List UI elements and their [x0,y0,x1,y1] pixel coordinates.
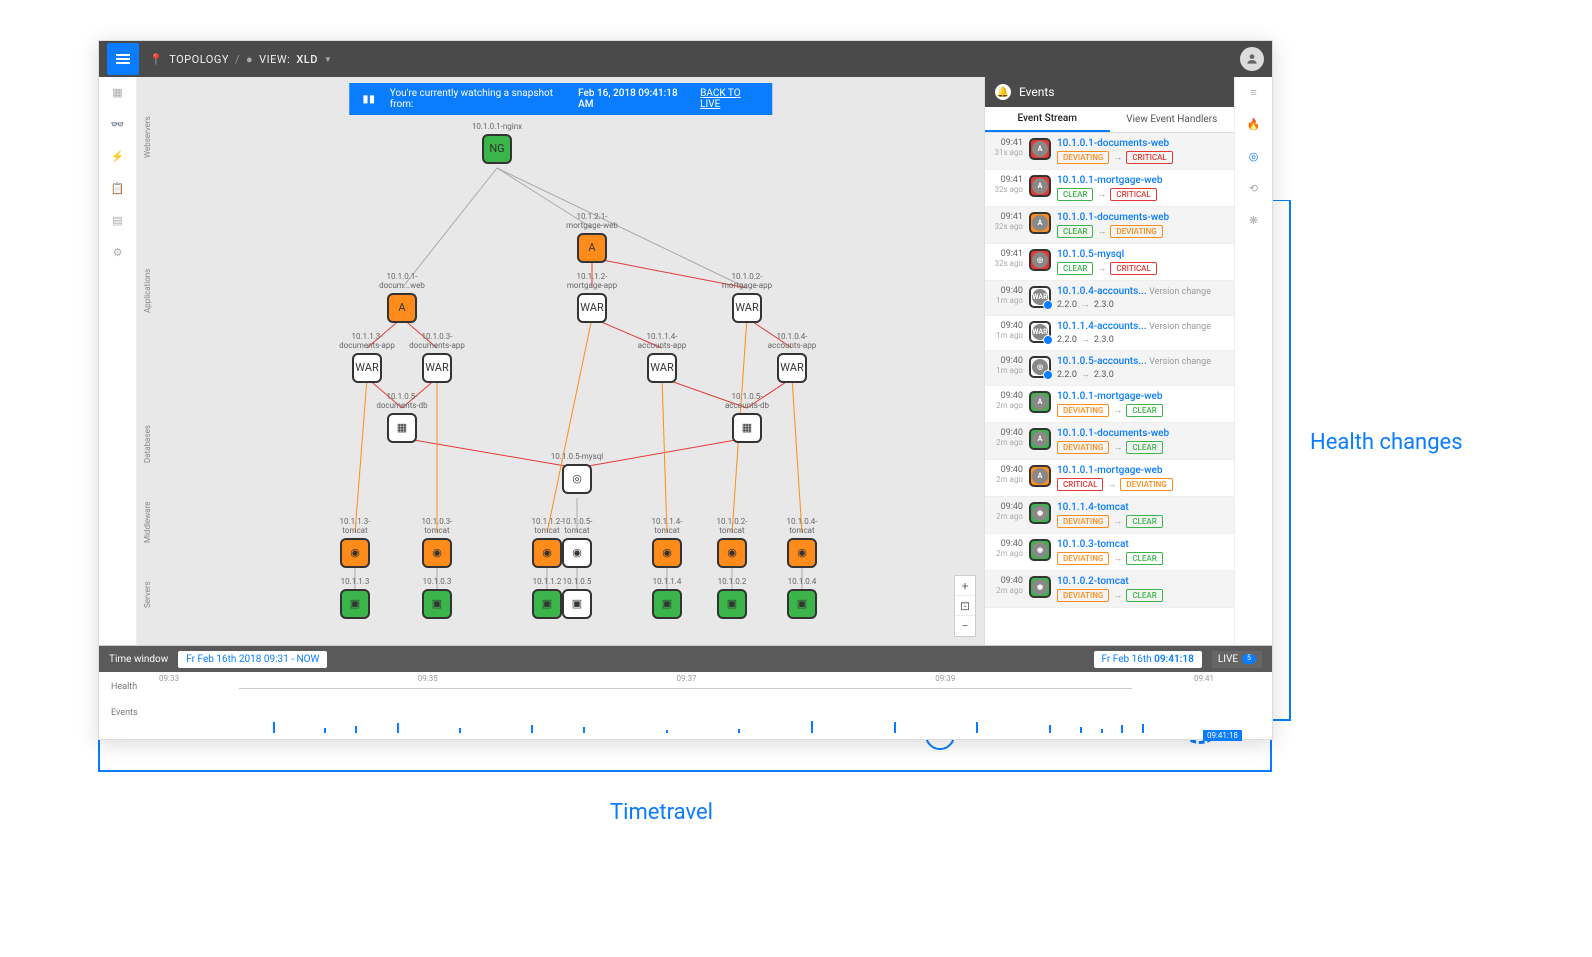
node-s7[interactable]: 10.1.0.4▣ [772,578,832,619]
layer-label: Middleware [143,502,152,543]
app-window: 📍 TOPOLOGY / ● VIEW: XLD ▼ ▦ 👓 ⚡ 📋 ▤ ⚙ [98,40,1273,740]
event-item[interactable]: 09:402m ago◉10.1.1.4-tomcatDEVIATING→CLE… [985,497,1234,534]
tl-tick: 09:39 [935,674,955,683]
event-item[interactable]: 09:402m agoA10.1.0.1-mortgage-webDEVIATI… [985,386,1234,423]
events-list: 09:4131s agoA10.1.0.1-documents-webDEVIA… [985,133,1234,645]
zoom-controls: + ⊡ − [954,575,976,637]
cursor-chip[interactable]: Fr Feb 16th 09:41:18 [1094,651,1202,668]
live-chip[interactable]: LIVE 5 [1212,651,1262,668]
node-tc5[interactable]: 10.1.1.4-tomcat◉ [637,518,697,568]
layer-label: Servers [143,581,152,608]
tl-tick: 09:41 [1194,674,1214,683]
tl-health-label: Health [111,682,137,692]
zoom-reset-button[interactable]: ⊡ [955,596,975,616]
node-accdb[interactable]: 10.1.0.5-accounts-db▦ [717,393,777,443]
menu-button[interactable] [107,43,139,75]
grid-icon[interactable]: ▦ [109,83,127,101]
tl-events-label: Events [111,708,138,718]
breadcrumb: 📍 TOPOLOGY / ● VIEW: XLD ▼ [149,53,332,66]
timeline-bar: Time window Fr Feb 16th 2018 09:31 - NOW… [99,646,1272,672]
timeline: Time window Fr Feb 16th 2018 09:31 - NOW… [99,645,1272,739]
node-s1[interactable]: 10.1.1.3▣ [325,578,385,619]
zoom-in-button[interactable]: + [955,576,975,596]
events-tabs: Event Stream View Event Handlers [985,107,1234,133]
clipboard-icon[interactable]: 📋 [109,179,127,197]
breadcrumb-view-label: VIEW: [259,53,290,66]
book-icon[interactable]: ▤ [109,211,127,229]
time-window-value[interactable]: Fr Feb 16th 2018 09:31 - NOW [178,651,327,668]
node-accapp[interactable]: 10.1.1.4-accounts-appWAR [632,333,692,383]
layer-label: Applications [143,269,152,313]
bell-icon: 🔔 [995,84,1011,100]
node-s5[interactable]: 10.1.1.4▣ [637,578,697,619]
tl-tick: 09:33 [159,674,179,683]
layer-label: Databases [143,425,152,463]
timeline-cursor[interactable]: 09:41:18 [1221,672,1222,739]
event-item[interactable]: 09:402m agoA10.1.0.1-documents-webDEVIAT… [985,423,1234,460]
layers-icon[interactable]: ≡ [1245,83,1263,101]
node-nginx[interactable]: 10.1.0.1-nginxNG [467,123,527,164]
zoom-out-button[interactable]: − [955,616,975,636]
event-item[interactable]: 09:4132s ago◎10.1.0.5-mysqlCLEAR→CRITICA… [985,244,1234,281]
event-item[interactable]: 09:401m agoWAR10.1.0.4-accounts... Versi… [985,281,1234,316]
event-item[interactable]: 09:402m agoA10.1.0.1-mortgage-webCRITICA… [985,460,1234,497]
node-docapp2[interactable]: 10.1.0.3-documents-appWAR [407,333,467,383]
node-docdb[interactable]: 10.1.0.5-documents-db▦ [372,393,432,443]
timeline-body[interactable]: Health Events 09:33 09:35 09:37 09:39 09:41 0… [99,672,1272,739]
event-item[interactable]: 09:402m ago◉10.1.0.2-tomcatDEVIATING→CLE… [985,571,1234,608]
node-docapp[interactable]: 10.1.1.3-documents-appWAR [337,333,397,383]
tab-event-stream[interactable]: Event Stream [985,107,1110,132]
sidebar-right: ≡ 🔥 ◎ ⟲ ❋ [1234,77,1272,645]
tl-tick: 09:35 [418,674,438,683]
refresh-icon[interactable]: ⟲ [1245,179,1263,197]
event-item[interactable]: 09:401m agoWAR10.1.1.4-accounts... Versi… [985,316,1234,351]
event-item[interactable]: 09:401m ago◎10.1.0.5-accounts... Version… [985,351,1234,386]
annotation-health: Health changes [1310,430,1463,455]
node-tc6[interactable]: 10.1.0.2-tomcat◉ [702,518,762,568]
node-docweb[interactable]: 10.1.0.1-docum...webA [372,273,432,323]
breadcrumb-view[interactable]: XLD [296,53,318,66]
breadcrumb-root[interactable]: TOPOLOGY [169,53,229,66]
node-tc1[interactable]: 10.1.1.3-tomcat◉ [325,518,385,568]
events-panel: 🔔 Events Event Stream View Event Handler… [984,77,1234,645]
tl-tick: 09:37 [677,674,697,683]
event-item[interactable]: 09:4132s agoA10.1.0.1-documents-webCLEAR… [985,207,1234,244]
sidebar-left: ▦ 👓 ⚡ 📋 ▤ ⚙ [99,77,137,645]
event-item[interactable]: 09:4132s agoA10.1.0.1-mortgage-webCLEAR→… [985,170,1234,207]
node-mortweb[interactable]: 10.1.2.1-mortgage-webA [562,213,622,263]
events-title: Events [1019,85,1055,99]
node-accapp2[interactable]: 10.1.0.4-accounts-appWAR [762,333,822,383]
event-item[interactable]: 09:402m ago◉10.1.0.3-tomcatDEVIATING→CLE… [985,534,1234,571]
topbar: 📍 TOPOLOGY / ● VIEW: XLD ▼ [99,41,1272,77]
bolt-icon[interactable]: ⚡ [109,147,127,165]
user-avatar[interactable] [1240,47,1264,71]
node-s2[interactable]: 10.1.0.3▣ [407,578,467,619]
event-item[interactable]: 09:4131s agoA10.1.0.1-documents-webDEVIA… [985,133,1234,170]
node-tc7[interactable]: 10.1.0.4-tomcat◉ [772,518,832,568]
tab-event-handlers[interactable]: View Event Handlers [1110,107,1235,132]
node-tc2[interactable]: 10.1.0.3-tomcat◉ [407,518,467,568]
annotation-timetravel: Timetravel [610,800,713,825]
fire-icon[interactable]: 🔥 [1245,115,1263,133]
node-tc4[interactable]: 10.1.0.5-tomcat◉ [547,518,607,568]
node-mortapp2[interactable]: 10.1.0.2-mortgage-appWAR [717,273,777,323]
node-mortapp[interactable]: 10.1.1.2-mortgage-appWAR [562,273,622,323]
topology-canvas[interactable]: ▮▮ You're currently watching a snapshot … [137,77,984,645]
cog-icon[interactable]: ❋ [1245,211,1263,229]
events-header: 🔔 Events [985,77,1234,107]
node-mysql[interactable]: 10.1.0.5-mysql◎ [547,453,607,494]
layer-label: Webservers [143,116,152,158]
node-s6[interactable]: 10.1.0.2▣ [702,578,762,619]
time-window-label: Time window [109,654,168,665]
glasses-icon[interactable]: 👓 [109,115,127,133]
node-s4[interactable]: 10.1.0.5▣ [547,578,607,619]
gear-icon[interactable]: ⚙ [109,243,127,261]
target-icon[interactable]: ◎ [1245,147,1263,165]
location-icon: 📍 [149,53,163,66]
